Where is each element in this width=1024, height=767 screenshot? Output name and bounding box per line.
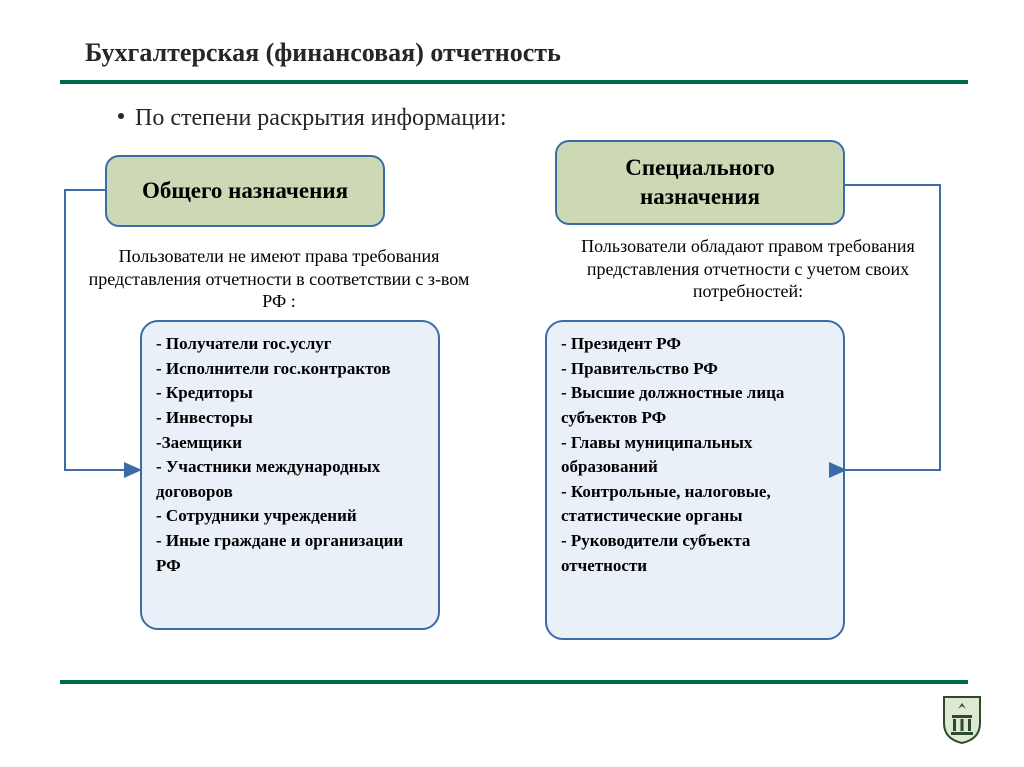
page-title: Бухгалтерская (финансовая) отчетность [85,38,561,68]
bullet-dot [118,113,124,119]
list-item: - Исполнители гос.контрактов [156,357,424,382]
list-item: - Участники международных договоров [156,455,424,504]
list-item: - Высшие должностные лица субъектов РФ [561,381,829,430]
divider-bottom [60,680,968,684]
list-item: - Иные граждане и организации РФ [156,529,424,578]
list-item: - Инвесторы [156,406,424,431]
list-item: -Заемщики [156,431,424,456]
footer-crest-icon [940,693,984,745]
list-item: - Руководители субъекта отчетности [561,529,829,578]
subtitle-general: Пользователи не имеют права требования п… [84,245,474,313]
list-item: - Кредиторы [156,381,424,406]
list-box-special: - Президент РФ - Правительство РФ - Высш… [545,320,845,640]
list-box-general: - Получатели гос.услуг - Исполнители гос… [140,320,440,630]
list-item: - Получатели гос.услуг [156,332,424,357]
header-box-special-label: Специального назначения [565,154,835,212]
subtitle-special: Пользователи обладают правом требования … [548,235,948,303]
list-item: - Контрольные, налоговые, статистические… [561,480,829,529]
connector-left [65,190,140,470]
list-item: - Президент РФ [561,332,829,357]
bullet-text: По степени раскрытия информации: [135,105,507,132]
list-item: - Правительство РФ [561,357,829,382]
header-box-special: Специального назначения [555,140,845,225]
list-item: - Главы муниципальных образований [561,431,829,480]
connector-right [845,185,940,470]
header-box-general-label: Общего назначения [142,177,348,206]
header-box-general: Общего назначения [105,155,385,227]
divider-top [60,80,968,84]
list-item: - Сотрудники учреждений [156,504,424,529]
